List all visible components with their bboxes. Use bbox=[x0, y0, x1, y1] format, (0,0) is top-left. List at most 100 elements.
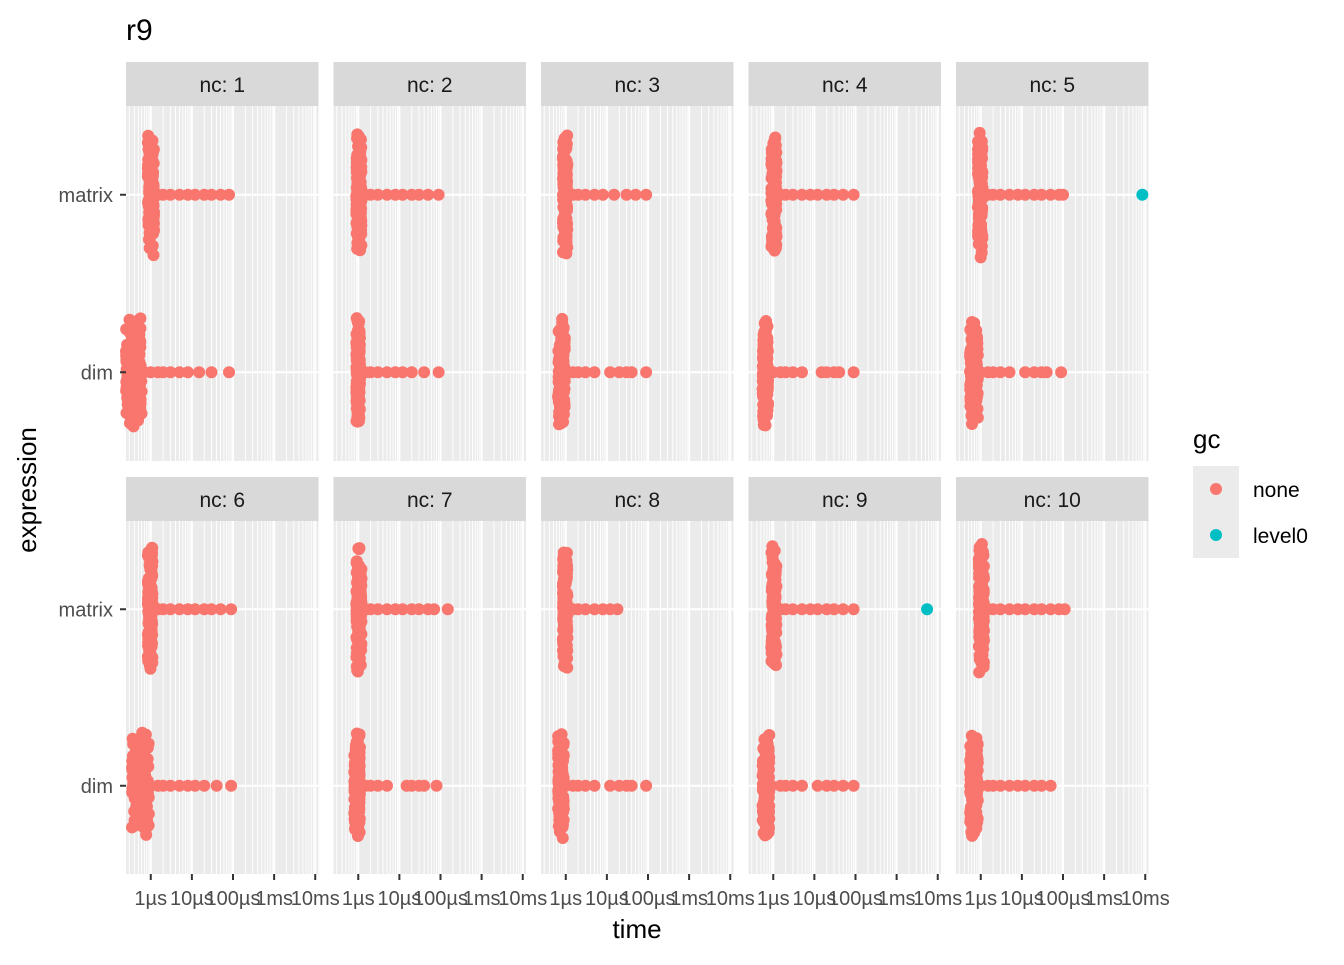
data-point bbox=[412, 603, 425, 616]
data-point bbox=[418, 779, 431, 792]
data-point bbox=[1003, 188, 1016, 201]
matrix-series bbox=[350, 128, 445, 257]
data-point bbox=[975, 205, 988, 218]
data-point bbox=[796, 188, 809, 201]
data-point bbox=[1040, 366, 1053, 379]
facet-strip bbox=[126, 62, 319, 106]
data-point bbox=[147, 177, 160, 190]
data-point bbox=[353, 570, 366, 583]
data-point bbox=[994, 366, 1007, 379]
data-point bbox=[796, 366, 809, 379]
data-point bbox=[225, 779, 238, 792]
x-tick-label: 1ms bbox=[463, 888, 501, 910]
data-point bbox=[620, 188, 633, 201]
matrix-series bbox=[141, 541, 238, 675]
data-point bbox=[173, 603, 186, 616]
data-point bbox=[765, 612, 778, 625]
data-point bbox=[142, 572, 155, 585]
data-point bbox=[381, 603, 394, 616]
data-point bbox=[837, 188, 850, 201]
data-point bbox=[971, 751, 984, 764]
data-point bbox=[371, 188, 384, 201]
facet-strip bbox=[333, 477, 526, 521]
facet-strip-label: nc: 8 bbox=[614, 489, 660, 512]
legend-swatch bbox=[1210, 483, 1222, 495]
data-point bbox=[353, 327, 366, 340]
data-point bbox=[965, 355, 978, 368]
data-point bbox=[559, 638, 572, 651]
data-point bbox=[625, 366, 638, 379]
data-point bbox=[405, 366, 418, 379]
x-tick-label: 100µs bbox=[621, 888, 676, 910]
data-point bbox=[350, 207, 363, 220]
data-point bbox=[827, 188, 840, 201]
data-point bbox=[351, 751, 364, 764]
data-point bbox=[557, 614, 570, 627]
data-point bbox=[557, 604, 570, 617]
dim-series bbox=[350, 312, 445, 428]
data-point bbox=[974, 133, 987, 146]
data-point bbox=[994, 188, 1007, 201]
dim-series bbox=[552, 312, 653, 431]
x-tick-label: 10µs bbox=[377, 888, 421, 910]
data-point bbox=[786, 366, 799, 379]
data-point bbox=[847, 188, 860, 201]
data-point bbox=[128, 805, 141, 818]
data-point bbox=[352, 164, 365, 177]
data-point bbox=[588, 366, 601, 379]
data-point bbox=[769, 640, 782, 653]
data-point bbox=[351, 346, 364, 359]
data-point bbox=[350, 740, 363, 753]
data-point bbox=[352, 415, 365, 428]
data-point bbox=[837, 603, 850, 616]
data-point bbox=[559, 204, 572, 217]
data-point bbox=[759, 825, 772, 838]
data-point bbox=[588, 188, 601, 201]
data-point bbox=[967, 738, 980, 751]
facet-panels: nc: 1 matrix dim nc: 2 nc: 3 nc: 4 nc: 5 nc: 6 1… bbox=[59, 62, 1170, 910]
data-point bbox=[553, 730, 566, 743]
data-point bbox=[994, 603, 1007, 616]
data-point bbox=[557, 623, 570, 636]
data-point bbox=[588, 603, 601, 616]
data-point bbox=[134, 312, 147, 325]
data-point bbox=[147, 249, 160, 262]
data-point bbox=[418, 366, 431, 379]
data-point bbox=[757, 418, 770, 431]
chart-title: r9 bbox=[126, 14, 153, 47]
x-tick-label: 100µs bbox=[828, 888, 883, 910]
dim-series bbox=[964, 316, 1068, 431]
facet-strip-label: nc: 9 bbox=[822, 489, 868, 512]
data-point bbox=[350, 649, 363, 662]
x-tick-label: 10µs bbox=[792, 888, 836, 910]
data-point bbox=[786, 603, 799, 616]
data-point bbox=[972, 228, 985, 241]
data-point bbox=[126, 732, 139, 745]
data-point bbox=[371, 366, 384, 379]
facet-strip bbox=[748, 477, 941, 521]
data-point bbox=[351, 148, 364, 161]
data-point bbox=[123, 313, 136, 326]
data-point bbox=[198, 779, 211, 792]
data-point bbox=[1035, 603, 1048, 616]
data-point bbox=[560, 660, 573, 673]
data-point bbox=[144, 558, 157, 571]
data-point bbox=[761, 756, 774, 769]
data-point bbox=[121, 391, 134, 404]
data-point bbox=[629, 188, 642, 201]
data-point bbox=[847, 603, 860, 616]
data-point bbox=[354, 593, 367, 606]
data-point bbox=[133, 378, 146, 391]
data-point bbox=[205, 603, 218, 616]
data-point bbox=[173, 366, 186, 379]
data-point bbox=[553, 400, 566, 413]
facet-strip-label: nc: 4 bbox=[822, 74, 868, 97]
data-point bbox=[973, 196, 986, 209]
data-point bbox=[189, 779, 202, 792]
data-point bbox=[556, 312, 569, 325]
data-point bbox=[759, 807, 772, 820]
data-point bbox=[223, 366, 236, 379]
data-point bbox=[1003, 779, 1016, 792]
data-point bbox=[1035, 188, 1048, 201]
